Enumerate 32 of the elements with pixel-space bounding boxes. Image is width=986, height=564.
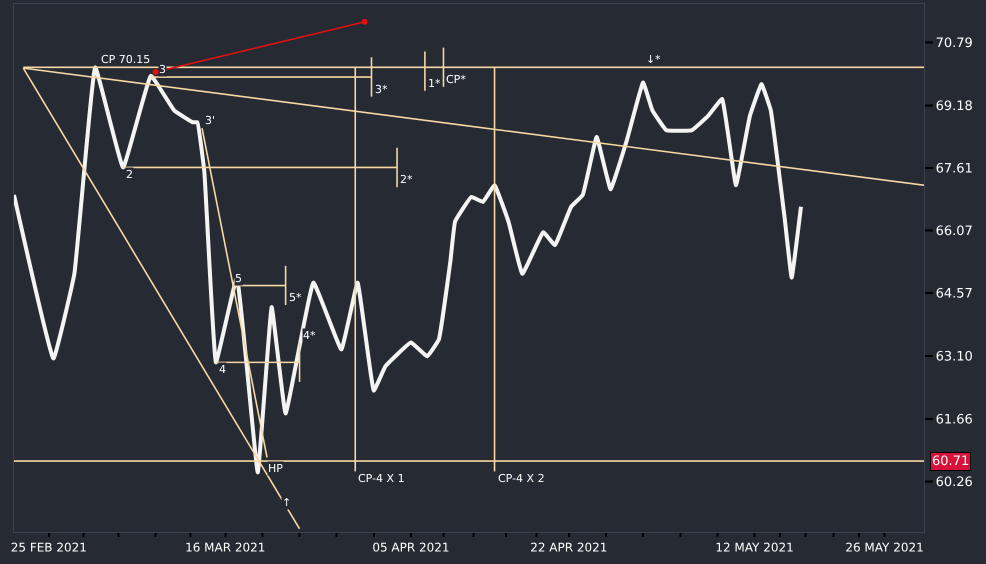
annotation: ↑ — [282, 496, 292, 509]
x-tick-label: 12 MAY 2021 — [715, 540, 794, 554]
ref-line-label: 60.71 — [932, 454, 970, 469]
annotation: 4* — [303, 329, 316, 342]
y-tick-label: 67.61 — [936, 161, 973, 176]
y-tick-label: 69.18 — [936, 98, 973, 114]
y-tick-label: 60.26 — [936, 474, 973, 490]
annotation: 3 — [159, 63, 166, 76]
x-tick-label: 26 MAY 2021 — [845, 540, 924, 554]
annotation: 2 — [126, 168, 133, 181]
annotation: CP-4 X 1 — [358, 472, 405, 485]
annotation: CP-4 X 2 — [498, 472, 545, 485]
y-tick-label: 70.79 — [936, 36, 973, 52]
annotation: 1* — [428, 77, 441, 90]
annotation: 3' — [205, 114, 216, 127]
annotation: HP — [268, 462, 284, 475]
x-tick-label: 16 MAR 2021 — [185, 540, 266, 554]
annotation: 4 — [219, 363, 226, 376]
annotation: CP* — [446, 73, 466, 86]
annotation: ↓ — [646, 53, 656, 66]
annotation: CP 70.15 — [101, 53, 150, 66]
y-tick-label: 66.07 — [936, 224, 973, 240]
annotation: * — [655, 53, 661, 66]
x-tick-label: 25 FEB 2021 — [10, 540, 87, 554]
x-tick-label: 22 APR 2021 — [530, 540, 608, 554]
annotation: 5* — [289, 291, 302, 304]
y-tick-label: 61.66 — [936, 412, 973, 428]
x-tick-label: 05 APR 2021 — [372, 540, 450, 554]
annotation: 2* — [400, 173, 413, 186]
annotation: 3* — [375, 83, 388, 96]
y-tick-label: 64.57 — [936, 286, 973, 302]
y-tick-label: 63.10 — [936, 349, 973, 364]
